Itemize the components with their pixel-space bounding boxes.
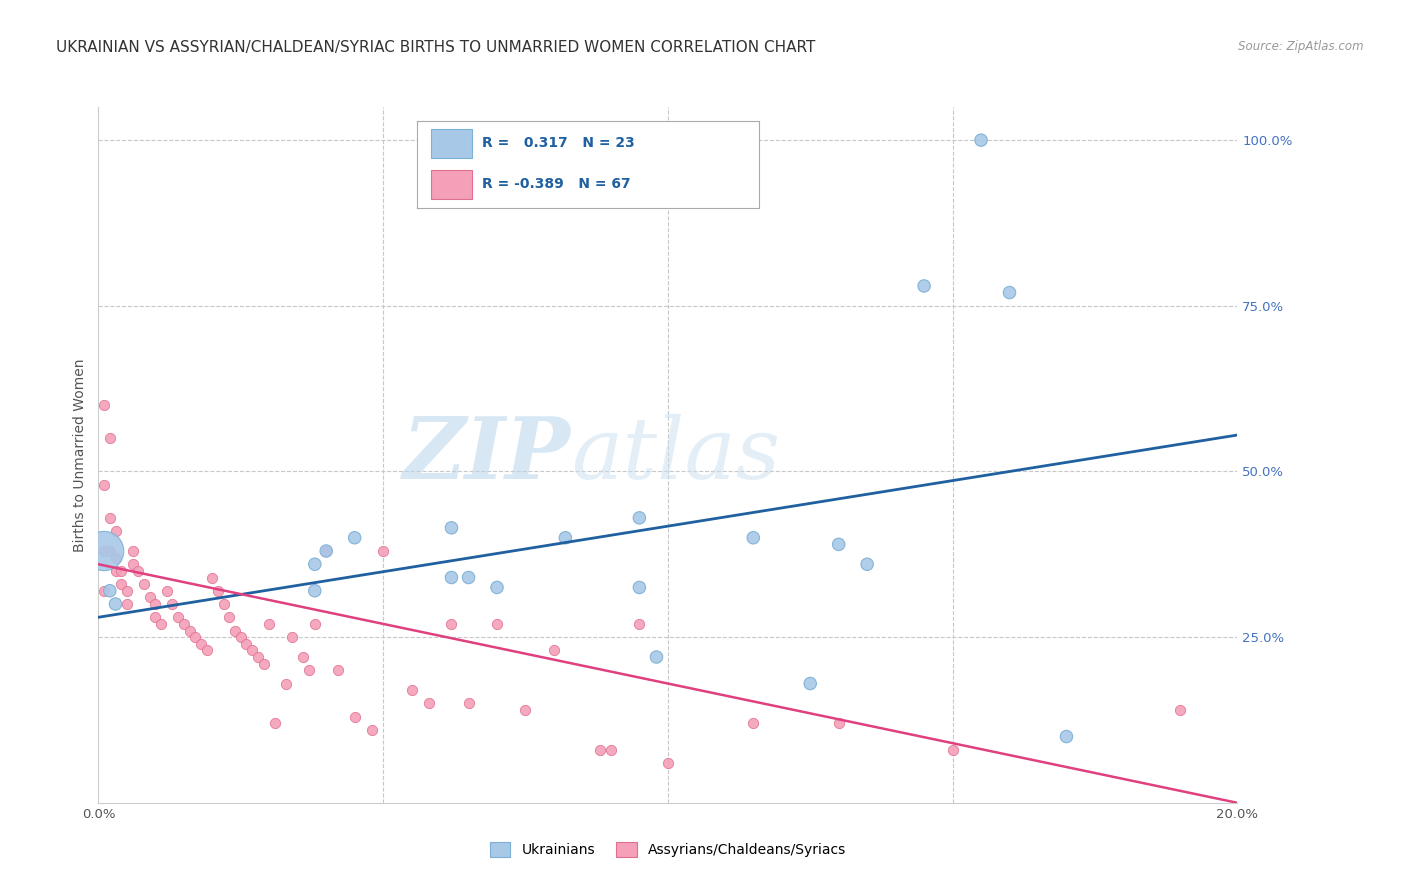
Point [145, 597, 167, 611]
Point [138, 591, 160, 605]
Point [93, 477, 115, 491]
Point [1056, 730, 1078, 744]
Point [457, 570, 479, 584]
Point [298, 663, 321, 677]
Point [104, 524, 127, 538]
Point [224, 624, 246, 638]
Point [486, 616, 509, 631]
Point [360, 723, 382, 737]
Point [304, 616, 326, 631]
Point [127, 564, 149, 578]
Point [229, 630, 252, 644]
Point [150, 616, 173, 631]
Point [235, 637, 257, 651]
Point [93, 398, 115, 412]
Point [942, 743, 965, 757]
Point [304, 583, 326, 598]
Point [98, 431, 121, 445]
Point [195, 643, 218, 657]
Point [93, 544, 115, 558]
Point [190, 637, 212, 651]
Point [218, 610, 240, 624]
Point [115, 583, 138, 598]
Point [440, 521, 463, 535]
Point [110, 564, 132, 578]
Point [132, 577, 155, 591]
Point [121, 544, 143, 558]
Point [343, 531, 366, 545]
Text: UKRAINIAN VS ASSYRIAN/CHALDEAN/SYRIAC BIRTHS TO UNMARRIED WOMEN CORRELATION CHAR: UKRAINIAN VS ASSYRIAN/CHALDEAN/SYRIAC BI… [56, 40, 815, 55]
Point [98, 583, 121, 598]
Point [93, 583, 115, 598]
Point [343, 709, 366, 723]
Point [252, 657, 274, 671]
Point [440, 616, 463, 631]
Point [104, 564, 127, 578]
Point [373, 544, 395, 558]
Point [645, 650, 668, 665]
Point [828, 537, 851, 551]
Point [98, 544, 121, 558]
Point [315, 544, 337, 558]
Point [486, 581, 509, 595]
Point [401, 683, 423, 698]
Point [292, 650, 315, 665]
Point [315, 544, 337, 558]
Point [515, 703, 537, 717]
Point [600, 743, 623, 757]
Point [628, 616, 651, 631]
Point [167, 610, 190, 624]
Point [93, 544, 115, 558]
Point [246, 650, 269, 665]
Point [457, 697, 479, 711]
Point [98, 511, 121, 525]
Point [912, 279, 935, 293]
Point [162, 597, 184, 611]
Text: Source: ZipAtlas.com: Source: ZipAtlas.com [1239, 40, 1364, 54]
Point [418, 697, 440, 711]
Point [207, 583, 229, 598]
Point [259, 616, 281, 631]
Point [115, 597, 138, 611]
Point [856, 558, 879, 572]
Point [628, 511, 651, 525]
Point [104, 550, 127, 565]
Point [742, 531, 765, 545]
Point [110, 577, 132, 591]
Legend: Ukrainians, Assyrians/Chaldeans/Syriacs: Ukrainians, Assyrians/Chaldeans/Syriacs [481, 834, 855, 865]
Text: ZIP: ZIP [404, 413, 571, 497]
Point [145, 610, 167, 624]
Point [628, 581, 651, 595]
Point [173, 616, 195, 631]
Point [554, 531, 576, 545]
Point [326, 663, 349, 677]
Point [304, 558, 326, 572]
Point [264, 716, 287, 731]
Point [828, 716, 851, 731]
Point [121, 558, 143, 572]
Point [440, 570, 463, 584]
Point [156, 583, 179, 598]
Point [998, 285, 1021, 300]
Text: atlas: atlas [571, 414, 780, 496]
Point [799, 676, 821, 690]
Point [588, 743, 610, 757]
Point [240, 643, 263, 657]
Point [1170, 703, 1192, 717]
Point [212, 597, 235, 611]
Y-axis label: Births to Unmarried Women: Births to Unmarried Women [73, 359, 87, 551]
Point [970, 133, 993, 147]
Point [184, 630, 207, 644]
Point [276, 676, 298, 690]
Point [104, 597, 127, 611]
Point [201, 570, 224, 584]
Point [179, 624, 201, 638]
Point [657, 756, 679, 770]
Point [543, 643, 565, 657]
Point [281, 630, 304, 644]
Point [742, 716, 765, 731]
